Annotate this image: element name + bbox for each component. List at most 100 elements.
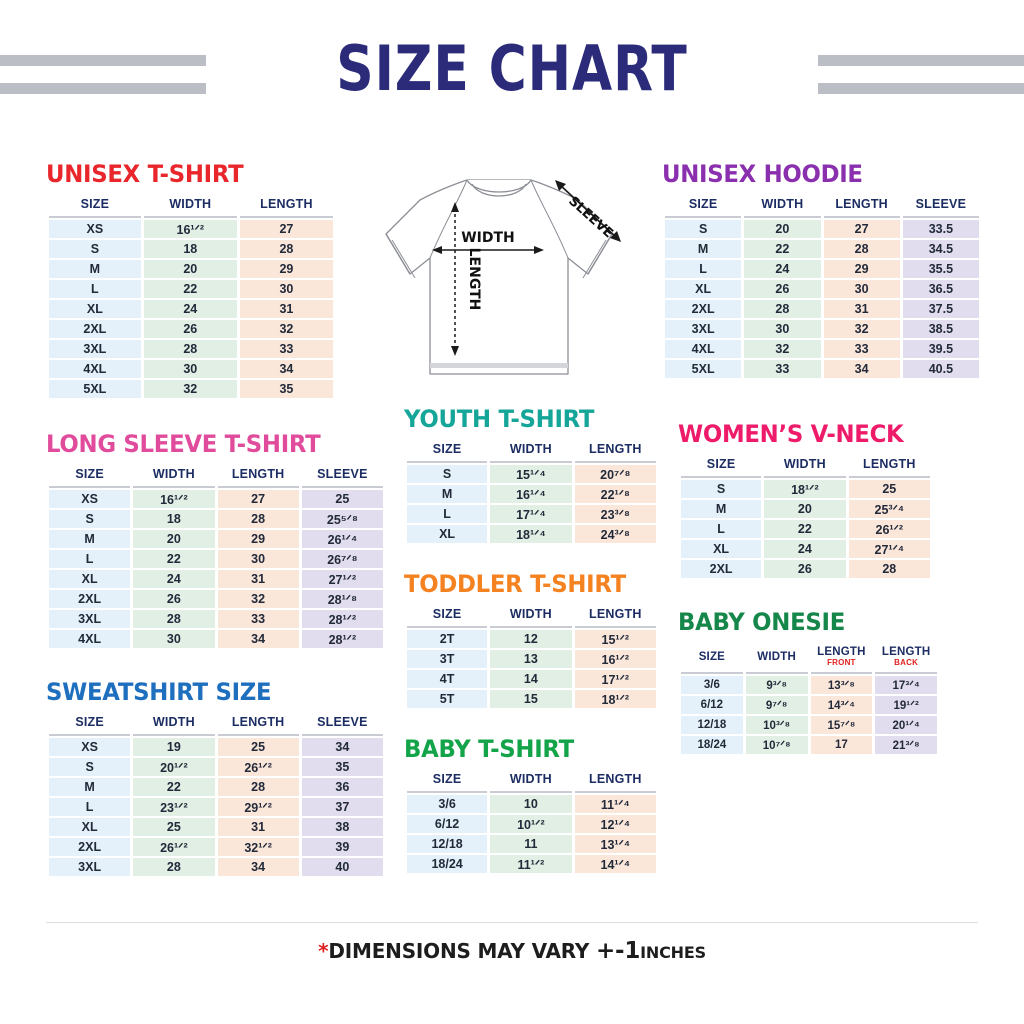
table-row: 4XL 32 33 39.5 bbox=[665, 340, 979, 359]
table-row: 3XL 28 33 28¹ᐟ² bbox=[49, 610, 383, 629]
column-header: WIDTH bbox=[490, 606, 572, 629]
measurement-cell: 26⁷ᐟ⁸ bbox=[301, 550, 383, 569]
table-row: XL 25 31 38 bbox=[49, 818, 383, 837]
measurement-cell: 22 bbox=[133, 550, 215, 569]
size-cell: 2XL bbox=[49, 838, 131, 857]
measurement-cell: 12¹ᐟ⁴ bbox=[574, 815, 656, 834]
measurement-cell: 11¹ᐟ⁴ bbox=[574, 795, 656, 814]
table-title: SWEATSHIRT SIZE bbox=[46, 678, 272, 706]
measurement-cell: 15⁷ᐟ⁸ bbox=[810, 716, 873, 735]
table-title: WOMEN’S V-NECK bbox=[678, 420, 904, 448]
size-cell: M bbox=[49, 530, 131, 549]
header-bar-left-bottom bbox=[0, 83, 206, 94]
measurement-cell: 34 bbox=[301, 738, 383, 757]
measurement-cell: 16¹ᐟ² bbox=[143, 220, 237, 239]
measurement-cell: 30 bbox=[239, 280, 333, 299]
size-table: SIZE WIDTH LENGTH SLEEVE XS 19 25 34 S 20¹ᐟ² 26¹ᐟ²… bbox=[46, 712, 386, 878]
asterisk-marker: * bbox=[318, 939, 329, 963]
column-header: LENGTH bbox=[217, 466, 299, 489]
size-cell: M bbox=[49, 778, 131, 797]
size-cell: XS bbox=[49, 738, 131, 757]
size-cell: S bbox=[407, 465, 488, 484]
measurement-cell: 31 bbox=[217, 570, 299, 589]
table-title: BABY T-SHIRT bbox=[404, 735, 574, 763]
measurement-cell: 33 bbox=[823, 340, 900, 359]
table-row: S 18 28 25⁵ᐟ⁸ bbox=[49, 510, 383, 529]
size-cell: S bbox=[49, 510, 131, 529]
measurement-cell: 22 bbox=[744, 240, 821, 259]
page-header: SIZE CHART bbox=[0, 0, 1024, 130]
size-cell: 3/6 bbox=[407, 795, 488, 814]
page-title: SIZE CHART bbox=[336, 32, 688, 105]
measurement-cell: 22 bbox=[143, 280, 237, 299]
column-header: WIDTH bbox=[133, 714, 215, 737]
table-row: 4T 14 17¹ᐟ² bbox=[407, 670, 656, 689]
measurement-cell: 17³ᐟ⁴ bbox=[875, 676, 937, 695]
size-cell: 5XL bbox=[665, 360, 742, 379]
measurement-cell: 9³ᐟ⁸ bbox=[745, 676, 808, 695]
size-cell: 3T bbox=[407, 650, 488, 669]
footer-divider bbox=[46, 922, 978, 923]
table-row: M 22 28 36 bbox=[49, 778, 383, 797]
measurement-cell: 14¹ᐟ⁴ bbox=[574, 855, 656, 874]
measurement-cell: 28 bbox=[133, 858, 215, 877]
size-cell: L bbox=[681, 520, 762, 539]
column-header: WIDTH bbox=[143, 196, 237, 219]
size-cell: XL bbox=[681, 540, 762, 559]
table-header-row: SIZE WIDTH LENGTH bbox=[681, 456, 930, 479]
size-cell: XL bbox=[49, 818, 131, 837]
measurement-cell: 28 bbox=[217, 778, 299, 797]
measurement-cell: 17¹ᐟ² bbox=[574, 670, 656, 689]
column-header: LENGTH bbox=[574, 771, 656, 794]
measurement-cell: 11¹ᐟ² bbox=[490, 855, 572, 874]
size-cell: XS bbox=[49, 220, 141, 239]
measurement-cell: 26 bbox=[143, 320, 237, 339]
column-header: SIZE bbox=[49, 466, 131, 489]
table-title: YOUTH T-SHIRT bbox=[404, 405, 595, 433]
size-table: SIZE WIDTH LENGTH 3/6 10 11¹ᐟ⁴ 6/12 10¹ᐟ² 12¹ᐟ⁴ 1… bbox=[404, 769, 659, 875]
table-row: S 20 27 33.5 bbox=[665, 220, 979, 239]
measurement-cell: 14³ᐟ⁴ bbox=[810, 696, 873, 715]
measurement-cell: 33 bbox=[744, 360, 821, 379]
measurement-cell: 36.5 bbox=[902, 280, 979, 299]
size-cell: 2T bbox=[407, 630, 488, 649]
measurement-cell: 10⁷ᐟ⁸ bbox=[745, 736, 808, 755]
size-cell: 2XL bbox=[49, 320, 141, 339]
column-header: WIDTH bbox=[745, 644, 808, 675]
column-header: LENGTH bbox=[823, 196, 900, 219]
table-row: 6/12 9⁷ᐟ⁸ 14³ᐟ⁴ 19¹ᐟ² bbox=[681, 696, 937, 715]
table-row: M 16¹ᐟ⁴ 22¹ᐟ⁸ bbox=[407, 485, 656, 504]
table-row: 3XL 28 34 40 bbox=[49, 858, 383, 877]
measurement-cell: 19¹ᐟ² bbox=[875, 696, 937, 715]
table-row: S 15¹ᐟ⁴ 20⁷ᐟ⁸ bbox=[407, 465, 656, 484]
column-header: SIZE bbox=[681, 644, 743, 675]
table-row: L 22 26¹ᐟ² bbox=[681, 520, 930, 539]
measurement-cell: 27 bbox=[239, 220, 333, 239]
table-row: XS 16¹ᐟ² 27 25 bbox=[49, 490, 383, 509]
size-cell: L bbox=[49, 550, 131, 569]
footer-units: INCHES bbox=[640, 943, 706, 962]
measurement-cell: 32 bbox=[744, 340, 821, 359]
column-header: WIDTH bbox=[764, 456, 846, 479]
column-header: SIZE bbox=[407, 606, 488, 629]
table-block-unisex-tshirt: UNISEX T-SHIRT SIZE WIDTH LENGTH XS 16¹ᐟ² 27 S… bbox=[46, 160, 336, 400]
measurement-cell: 22 bbox=[133, 778, 215, 797]
size-cell: 2XL bbox=[665, 300, 742, 319]
measurement-cell: 31 bbox=[217, 818, 299, 837]
measurement-cell: 32 bbox=[217, 590, 299, 609]
table-row: 3/6 9³ᐟ⁸ 13³ᐟ⁸ 17³ᐟ⁴ bbox=[681, 676, 937, 695]
measurement-cell: 17 bbox=[810, 736, 873, 755]
measurement-cell: 39.5 bbox=[902, 340, 979, 359]
measurement-cell: 18¹ᐟ² bbox=[574, 690, 656, 709]
measurement-cell: 15¹ᐟ⁴ bbox=[490, 465, 572, 484]
size-table: SIZE WIDTH LENGTH SLEEVE S 20 27 33.5 M 22 28 34.5 L… bbox=[662, 194, 982, 380]
size-cell: 18/24 bbox=[407, 855, 488, 874]
table-row: M 22 28 34.5 bbox=[665, 240, 979, 259]
size-table: SIZE WIDTH LENGTH S 15¹ᐟ⁴ 20⁷ᐟ⁸ M 16¹ᐟ⁴ 22¹ᐟ⁸ L 17… bbox=[404, 439, 659, 545]
measurement-cell: 23¹ᐟ² bbox=[133, 798, 215, 817]
table-title: TODDLER T-SHIRT bbox=[404, 570, 626, 598]
table-row: M 20 29 26¹ᐟ⁴ bbox=[49, 530, 383, 549]
measurement-cell: 28 bbox=[239, 240, 333, 259]
table-header-row: SIZE WIDTH LENGTH SLEEVE bbox=[665, 196, 979, 219]
column-subheader: BACK bbox=[894, 658, 919, 668]
